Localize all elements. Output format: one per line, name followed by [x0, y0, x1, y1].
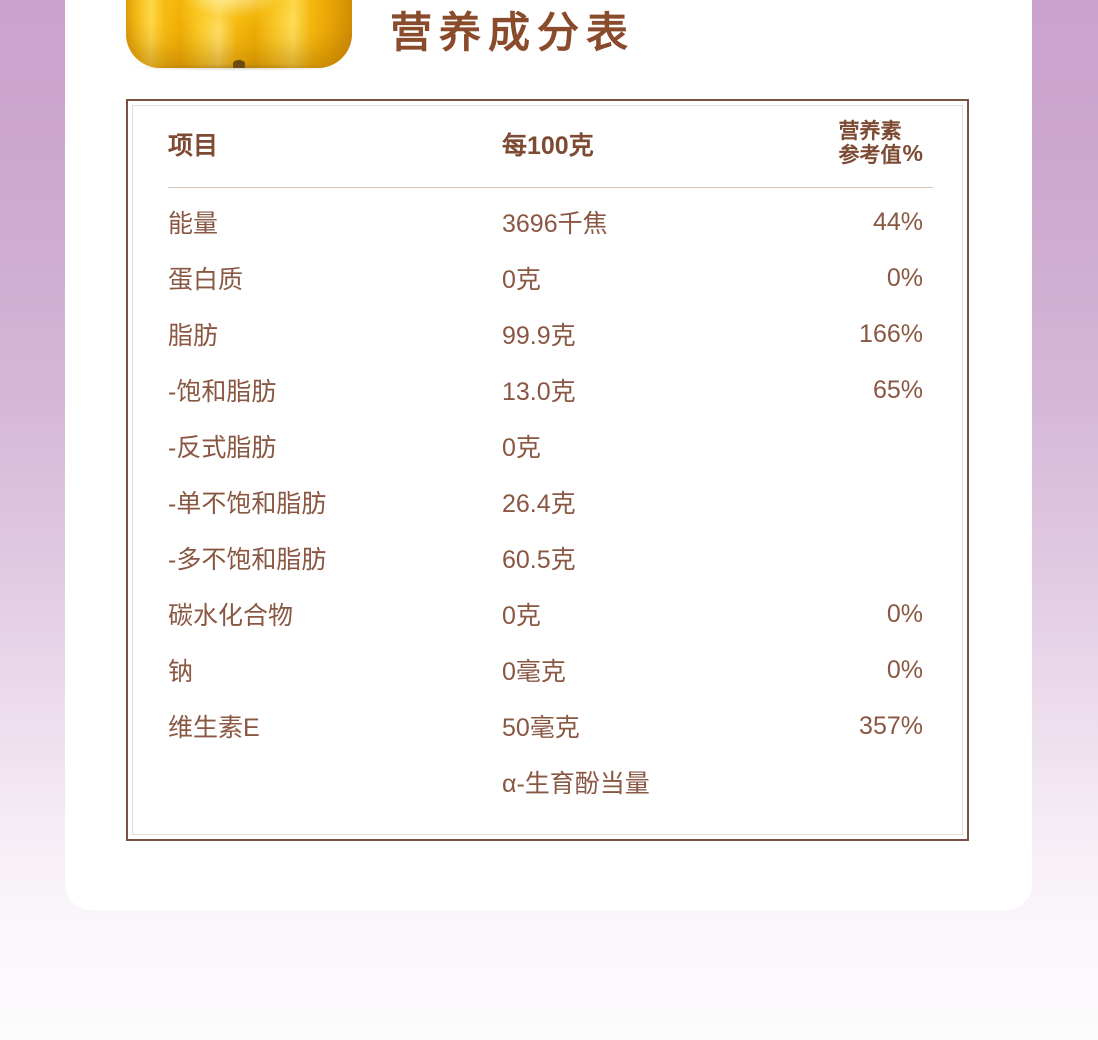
table-row: -饱和脂肪 13.0克 65%	[168, 362, 933, 418]
table-row: 碳水化合物 0克 0%	[168, 586, 933, 642]
row-value: 50毫克	[502, 714, 580, 742]
row-value: 26.4克	[502, 490, 576, 518]
bottle-center-nub	[233, 60, 245, 68]
table-row: -反式脂肪 0克	[168, 418, 933, 474]
row-item: 蛋白质	[168, 266, 244, 294]
table-row: 维生素E 50毫克 357%	[168, 698, 933, 754]
header-nrv: 营养素 参考值 %	[733, 120, 933, 167]
row-item: -饱和脂肪	[168, 378, 277, 406]
row-value: 0克	[502, 602, 541, 630]
row-nrv: 0%	[886, 655, 923, 684]
row-nrv: 357%	[859, 711, 923, 740]
row-value: 60.5克	[502, 546, 576, 574]
table-row: -多不饱和脂肪 60.5克	[168, 530, 933, 586]
header-nrv-percent: %	[902, 139, 923, 166]
row-item: 碳水化合物	[168, 602, 294, 630]
table-row: -单不饱和脂肪 26.4克	[168, 474, 933, 530]
row-item: -反式脂肪	[168, 434, 277, 462]
row-item: -多不饱和脂肪	[168, 546, 327, 574]
row-nrv: 0%	[886, 599, 923, 628]
table-header-row: 项目 每100克 营养素 参考值 %	[168, 101, 933, 188]
row-item: 能量	[168, 210, 219, 238]
oil-bottle-image	[126, 0, 352, 68]
header-per-100g: 每100克	[502, 132, 594, 160]
bottle-shadow	[128, 64, 350, 71]
row-value: 3696千焦	[502, 210, 608, 238]
header-nrv-line2: 参考值	[838, 144, 902, 167]
bottle-oil-swirl	[166, 0, 312, 30]
row-value-footnote: α-生育酚当量	[502, 770, 650, 798]
header-nrv-text: 营养素 参考值	[839, 120, 902, 167]
row-item: 钠	[168, 658, 194, 686]
table-row: 脂肪 99.9克 166%	[168, 306, 933, 362]
table-row: 蛋白质 0克 0%	[168, 250, 933, 306]
row-value: 99.9克	[502, 322, 576, 350]
row-item: 维生素E	[168, 714, 260, 742]
row-nrv: 44%	[872, 207, 923, 236]
header-nrv-line1: 营养素	[838, 120, 902, 144]
table-row: 能量 3696千焦 44%	[168, 194, 933, 250]
row-nrv: 166%	[859, 319, 923, 348]
row-value: 0克	[502, 434, 541, 462]
row-value: 0克	[502, 266, 541, 294]
nutrition-facts-frame: 项目 每100克 营养素 参考值 % 能量 3696千焦 44% 蛋白质 0克 …	[126, 99, 969, 841]
row-value: 13.0克	[502, 378, 576, 406]
header-item: 项目	[168, 132, 219, 160]
row-value: 0毫克	[502, 658, 566, 686]
page-title: 营养成分表	[390, 9, 636, 56]
row-item: -单不饱和脂肪	[168, 490, 327, 518]
table-row-footnote: α-生育酚当量	[168, 754, 933, 810]
row-nrv: 65%	[872, 375, 923, 404]
row-item: 脂肪	[168, 322, 219, 350]
row-nrv: 0%	[886, 263, 923, 292]
nutrition-table: 项目 每100克 营养素 参考值 % 能量 3696千焦 44% 蛋白质 0克 …	[128, 101, 967, 839]
table-body: 能量 3696千焦 44% 蛋白质 0克 0% 脂肪 99.9克 166% -饱…	[168, 188, 933, 810]
table-row: 钠 0毫克 0%	[168, 642, 933, 698]
